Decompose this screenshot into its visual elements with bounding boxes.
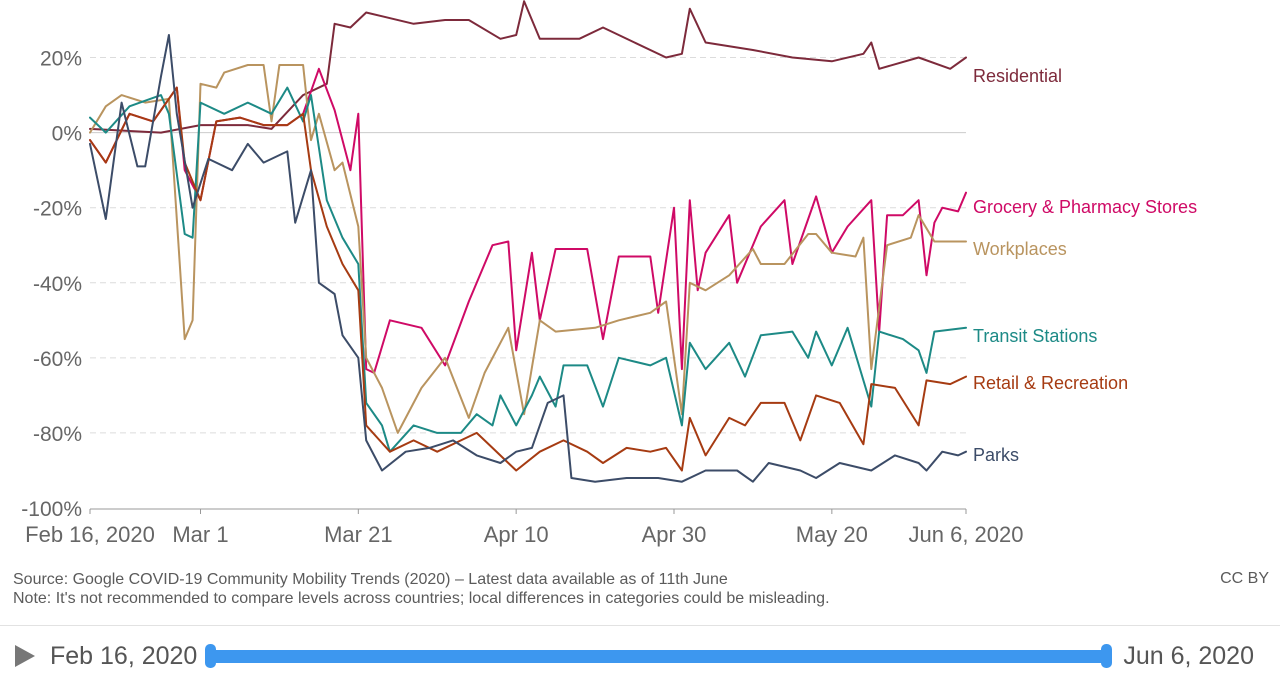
timeline-end-label: Jun 6, 2020 [1123, 642, 1254, 670]
play-icon[interactable] [15, 645, 35, 667]
series-label: Transit Stations [973, 326, 1097, 346]
series-lines [89, 0, 967, 483]
series-labels: Residential Grocery & Pharmacy Stores Work… [973, 66, 1197, 465]
x-tick-label: Feb 16, 2020 [25, 522, 155, 547]
y-tick-label: -100% [21, 498, 82, 521]
y-tick-label: -60% [33, 348, 82, 371]
x-tick-label: Apr 10 [484, 522, 549, 547]
timeline-track[interactable] [211, 650, 1107, 663]
chart-footer: Source: Google COVID-19 Community Mobili… [13, 570, 830, 608]
timeline-end-handle[interactable] [1101, 644, 1112, 668]
x-tick-label: Mar 21 [324, 522, 392, 547]
timeline-start-label: Feb 16, 2020 [50, 642, 198, 670]
timeline-divider [0, 625, 1280, 626]
series-line [89, 86, 967, 453]
source-note: Source: Google COVID-19 Community Mobili… [13, 571, 728, 588]
series-line [89, 64, 967, 434]
timeline: Feb 16, 2020 Jun 6, 2020 [0, 632, 1280, 679]
series-label: Parks [973, 445, 1019, 465]
x-tick-label: Mar 1 [172, 522, 228, 547]
series-line [89, 67, 967, 374]
mobility-chart: 20% 0% -20% -40% -60% -80% -100% Feb 16, 2020 M… [21, 0, 1197, 547]
timeline-start-handle[interactable] [205, 644, 216, 668]
series-label: Retail & Recreation [973, 373, 1128, 393]
series-line [89, 86, 967, 472]
series-label: Workplaces [973, 239, 1067, 259]
series-label: Grocery & Pharmacy Stores [973, 197, 1197, 217]
y-tick-label: -80% [33, 423, 82, 446]
x-tick-label: Jun 6, 2020 [909, 522, 1024, 547]
y-tick-label: 20% [40, 48, 82, 71]
y-axis-ticks: 20% 0% -20% -40% -60% -80% -100% [21, 48, 82, 521]
comparison-note: Note: It's not recommended to compare le… [13, 590, 830, 607]
x-axis-ticks: Feb 16, 2020 Mar 1 Mar 21 Apr 10 Apr 30 May 2… [25, 509, 1023, 547]
x-tick-label: Apr 30 [642, 522, 707, 547]
license-link[interactable]: CC BY [1220, 570, 1269, 587]
y-tick-label: -20% [33, 198, 82, 221]
y-tick-label: -40% [33, 273, 82, 296]
series-line [89, 34, 967, 483]
x-tick-label: May 20 [796, 522, 868, 547]
series-label: Residential [973, 66, 1062, 86]
y-tick-label: 0% [52, 123, 82, 146]
